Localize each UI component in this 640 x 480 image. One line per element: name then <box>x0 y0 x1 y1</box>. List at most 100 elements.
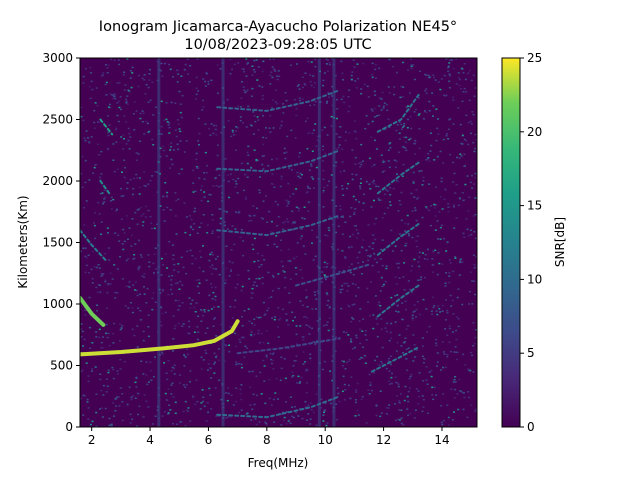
noise-cell <box>256 252 259 255</box>
noise-cell <box>185 140 188 142</box>
noise-cell <box>171 382 174 384</box>
noise-cell <box>271 76 274 79</box>
noise-cell <box>93 224 96 227</box>
noise-cell <box>155 268 158 270</box>
noise-cell <box>116 114 119 117</box>
noise-cell <box>184 400 187 403</box>
noise-cell <box>162 145 165 148</box>
noise-cell <box>114 410 117 412</box>
noise-cell <box>470 351 473 354</box>
noise-cell <box>203 191 206 193</box>
noise-cell <box>385 413 388 415</box>
noise-cell <box>249 386 252 389</box>
noise-cell <box>299 99 301 102</box>
noise-cell <box>99 378 102 381</box>
noise-cell <box>335 419 338 421</box>
noise-cell <box>194 190 197 192</box>
noise-cell <box>458 274 461 276</box>
noise-cell <box>453 378 456 381</box>
noise-cell <box>438 262 441 265</box>
noise-cell <box>195 279 198 281</box>
noise-cell <box>306 369 309 371</box>
noise-cell <box>335 186 338 188</box>
noise-cell <box>458 197 461 199</box>
noise-cell <box>231 68 233 71</box>
noise-cell <box>415 240 418 242</box>
noise-cell <box>282 419 285 422</box>
noise-cell <box>302 363 305 365</box>
noise-cell <box>138 405 141 408</box>
noise-cell <box>349 215 352 218</box>
noise-cell <box>398 409 401 411</box>
noise-cell <box>415 349 418 351</box>
noise-cell <box>225 417 228 419</box>
noise-cell <box>449 153 452 156</box>
noise-cell <box>432 74 435 76</box>
noise-cell <box>260 332 263 335</box>
noise-cell <box>202 270 205 273</box>
noise-cell <box>284 220 287 223</box>
noise-cell <box>258 191 261 194</box>
noise-cell <box>432 296 435 298</box>
noise-cell <box>152 262 155 265</box>
noise-cell <box>295 325 298 327</box>
noise-cell <box>322 178 325 181</box>
noise-cell <box>442 162 445 164</box>
noise-cell <box>284 92 287 94</box>
noise-cell <box>116 370 119 372</box>
noise-cell <box>226 228 229 230</box>
noise-cell <box>216 255 219 258</box>
noise-cell <box>145 361 148 363</box>
noise-cell <box>215 415 218 417</box>
noise-cell <box>424 254 427 256</box>
noise-cell <box>81 155 84 158</box>
echo-trace <box>376 161 420 195</box>
noise-cell <box>272 398 275 401</box>
noise-cell <box>310 84 313 87</box>
noise-cell <box>465 114 468 117</box>
noise-cell <box>233 243 236 246</box>
noise-cell <box>343 383 346 386</box>
noise-cell <box>436 313 439 316</box>
noise-cell <box>393 159 396 161</box>
noise-cell <box>472 113 475 116</box>
noise-cell <box>452 99 455 101</box>
noise-cell <box>347 304 350 307</box>
noise-cell <box>412 171 415 174</box>
noise-cell <box>410 67 413 70</box>
noise-cell <box>383 212 386 215</box>
noise-cell <box>357 262 360 264</box>
noise-cell <box>175 199 178 202</box>
noise-cell <box>471 354 474 357</box>
noise-cell <box>114 291 117 294</box>
noise-cell <box>444 95 447 97</box>
noise-cell <box>231 225 234 227</box>
noise-cell <box>170 384 173 386</box>
noise-cell <box>241 285 244 288</box>
noise-cell <box>121 171 123 173</box>
noise-cell <box>428 183 431 185</box>
noise-cell <box>400 422 403 425</box>
noise-cell <box>396 395 398 397</box>
noise-cell <box>128 386 131 388</box>
noise-cell <box>131 234 134 237</box>
noise-cell <box>461 303 464 306</box>
noise-cell <box>262 143 265 146</box>
noise-cell <box>80 370 83 373</box>
noise-cell <box>99 192 102 195</box>
noise-cell <box>425 206 428 208</box>
noise-cell <box>148 73 151 75</box>
noise-cell <box>262 115 264 117</box>
noise-cell <box>204 85 207 87</box>
noise-cell <box>86 398 89 401</box>
noise-cell <box>202 78 205 80</box>
noise-cell <box>121 401 124 403</box>
noise-cell <box>212 291 215 294</box>
noise-cell <box>159 320 162 323</box>
noise-cell <box>347 285 350 287</box>
noise-cell <box>447 416 450 419</box>
noise-cell <box>388 404 391 406</box>
noise-cell <box>448 281 451 284</box>
noise-cell <box>335 336 337 339</box>
noise-cell <box>453 411 455 413</box>
